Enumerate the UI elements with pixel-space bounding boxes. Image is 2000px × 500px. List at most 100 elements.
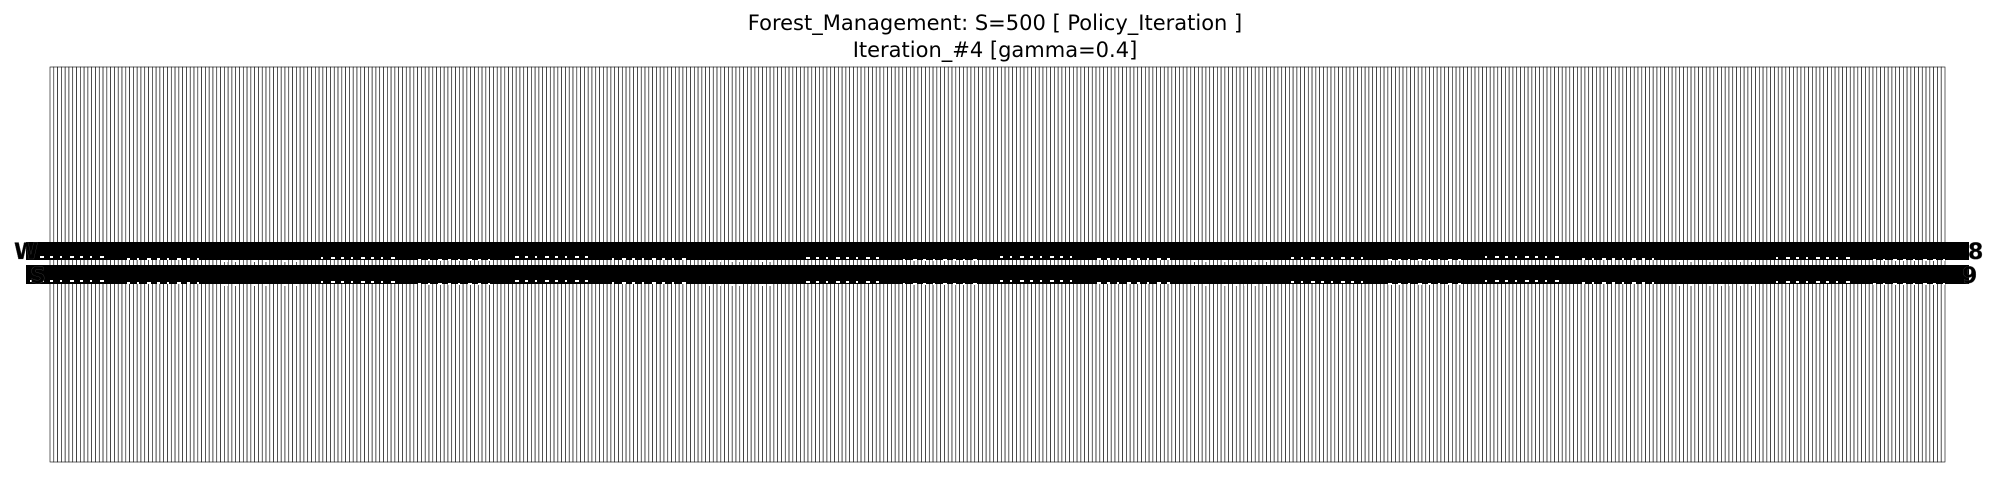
state-cell: [220, 66, 225, 463]
label-gap: [876, 281, 879, 283]
state-cell: [811, 66, 816, 463]
label-gap: [585, 280, 588, 282]
label-gap: [565, 256, 567, 258]
state-cell: [769, 66, 775, 463]
state-cell: [1531, 66, 1536, 463]
label-gap: [856, 257, 858, 259]
state-cell: [489, 66, 494, 463]
state-cell: [1512, 66, 1518, 463]
state-cell: [1489, 66, 1495, 463]
state-cell: [80, 66, 85, 463]
state-cell: [913, 66, 919, 463]
state-cell: [303, 66, 309, 463]
state-cell: [280, 66, 286, 463]
label-gap: [448, 283, 451, 285]
state-cell: [242, 66, 248, 463]
state-cell: [947, 66, 953, 463]
label-gap: [1883, 283, 1885, 285]
state-cell: [894, 66, 900, 463]
label-gap: [1234, 284, 1238, 286]
label-gap: [1254, 284, 1256, 286]
label-gap: [612, 282, 614, 284]
state-cell: [1690, 66, 1696, 463]
state-cell: [1266, 66, 1271, 463]
label-gap: [1194, 260, 1196, 262]
state-cell: [663, 66, 669, 463]
state-cell: [1247, 66, 1252, 463]
state-cell: [1304, 66, 1309, 463]
state-cell: [1554, 66, 1559, 463]
state-cell: [803, 66, 809, 463]
label-gap: [224, 260, 228, 262]
state-cell: [1444, 66, 1449, 463]
label-gap: [284, 260, 288, 262]
state-cell: [1573, 66, 1578, 463]
state-cell: [496, 66, 502, 463]
state-label-overlap: [26, 265, 1969, 284]
state-cell: [1213, 66, 1218, 463]
state-cell: [1812, 66, 1817, 463]
state-cell: [587, 66, 593, 463]
label-gap: [923, 283, 926, 285]
state-cell: [614, 66, 619, 463]
label-gap: [1505, 280, 1508, 282]
state-cell: [390, 66, 396, 463]
policy-label-last: 8: [1968, 240, 1983, 265]
state-cell: [1084, 66, 1089, 463]
label-gap: [826, 281, 828, 283]
label-gap: [672, 258, 674, 260]
label-gap: [1301, 257, 1303, 259]
state-cell: [853, 66, 858, 463]
label-gap: [1535, 256, 1538, 258]
state-cell: [546, 66, 551, 463]
state-cell: [1709, 66, 1715, 463]
state-cell: [1702, 66, 1707, 463]
state-cell: [333, 66, 339, 463]
label-gap: [1652, 258, 1654, 260]
state-cell: [1319, 66, 1324, 463]
state-cell: [1918, 66, 1923, 463]
label-gap: [197, 282, 199, 284]
label-gap: [1622, 258, 1624, 260]
state-cell: [1194, 66, 1199, 463]
label-gap: [428, 283, 430, 285]
state-cell: [246, 66, 252, 463]
label-gap: [1612, 282, 1615, 284]
state-cell: [1641, 66, 1646, 463]
state-cell: [1732, 66, 1737, 463]
state-cell: [387, 66, 392, 463]
state-cell: [1190, 66, 1195, 463]
state-cell: [1596, 66, 1601, 463]
state-cell: [974, 66, 979, 463]
state-cell: [659, 66, 665, 463]
label-gap: [1000, 280, 1003, 282]
label-gap: [1679, 260, 1683, 262]
label-gap: [1137, 282, 1140, 284]
state-cell: [1751, 66, 1756, 463]
label-gap: [1592, 282, 1594, 284]
state-cell: [1717, 66, 1722, 463]
state-cell: [1584, 66, 1590, 463]
state-cell: [1315, 66, 1320, 463]
label-gap: [1214, 284, 1217, 286]
state-cell: [1334, 66, 1339, 463]
label-gap: [1913, 283, 1915, 285]
state-cell: [1110, 66, 1116, 463]
state-cell: [675, 66, 680, 463]
state-cell: [349, 66, 354, 463]
label-gap: [1903, 283, 1906, 285]
label-gap: [1642, 258, 1645, 260]
state-cell: [989, 66, 995, 463]
label-gap: [1883, 259, 1885, 261]
label-gap: [1448, 283, 1452, 285]
label-gap: [1535, 280, 1538, 282]
state-cell: [576, 66, 581, 463]
label-gap: [418, 283, 421, 285]
label-gap: [488, 283, 490, 285]
state-cell: [671, 66, 676, 463]
state-cell: [493, 66, 498, 463]
state-cell: [1777, 66, 1783, 463]
label-gap: [1311, 281, 1315, 283]
state-cell: [68, 66, 74, 463]
state-cell: [531, 66, 536, 463]
